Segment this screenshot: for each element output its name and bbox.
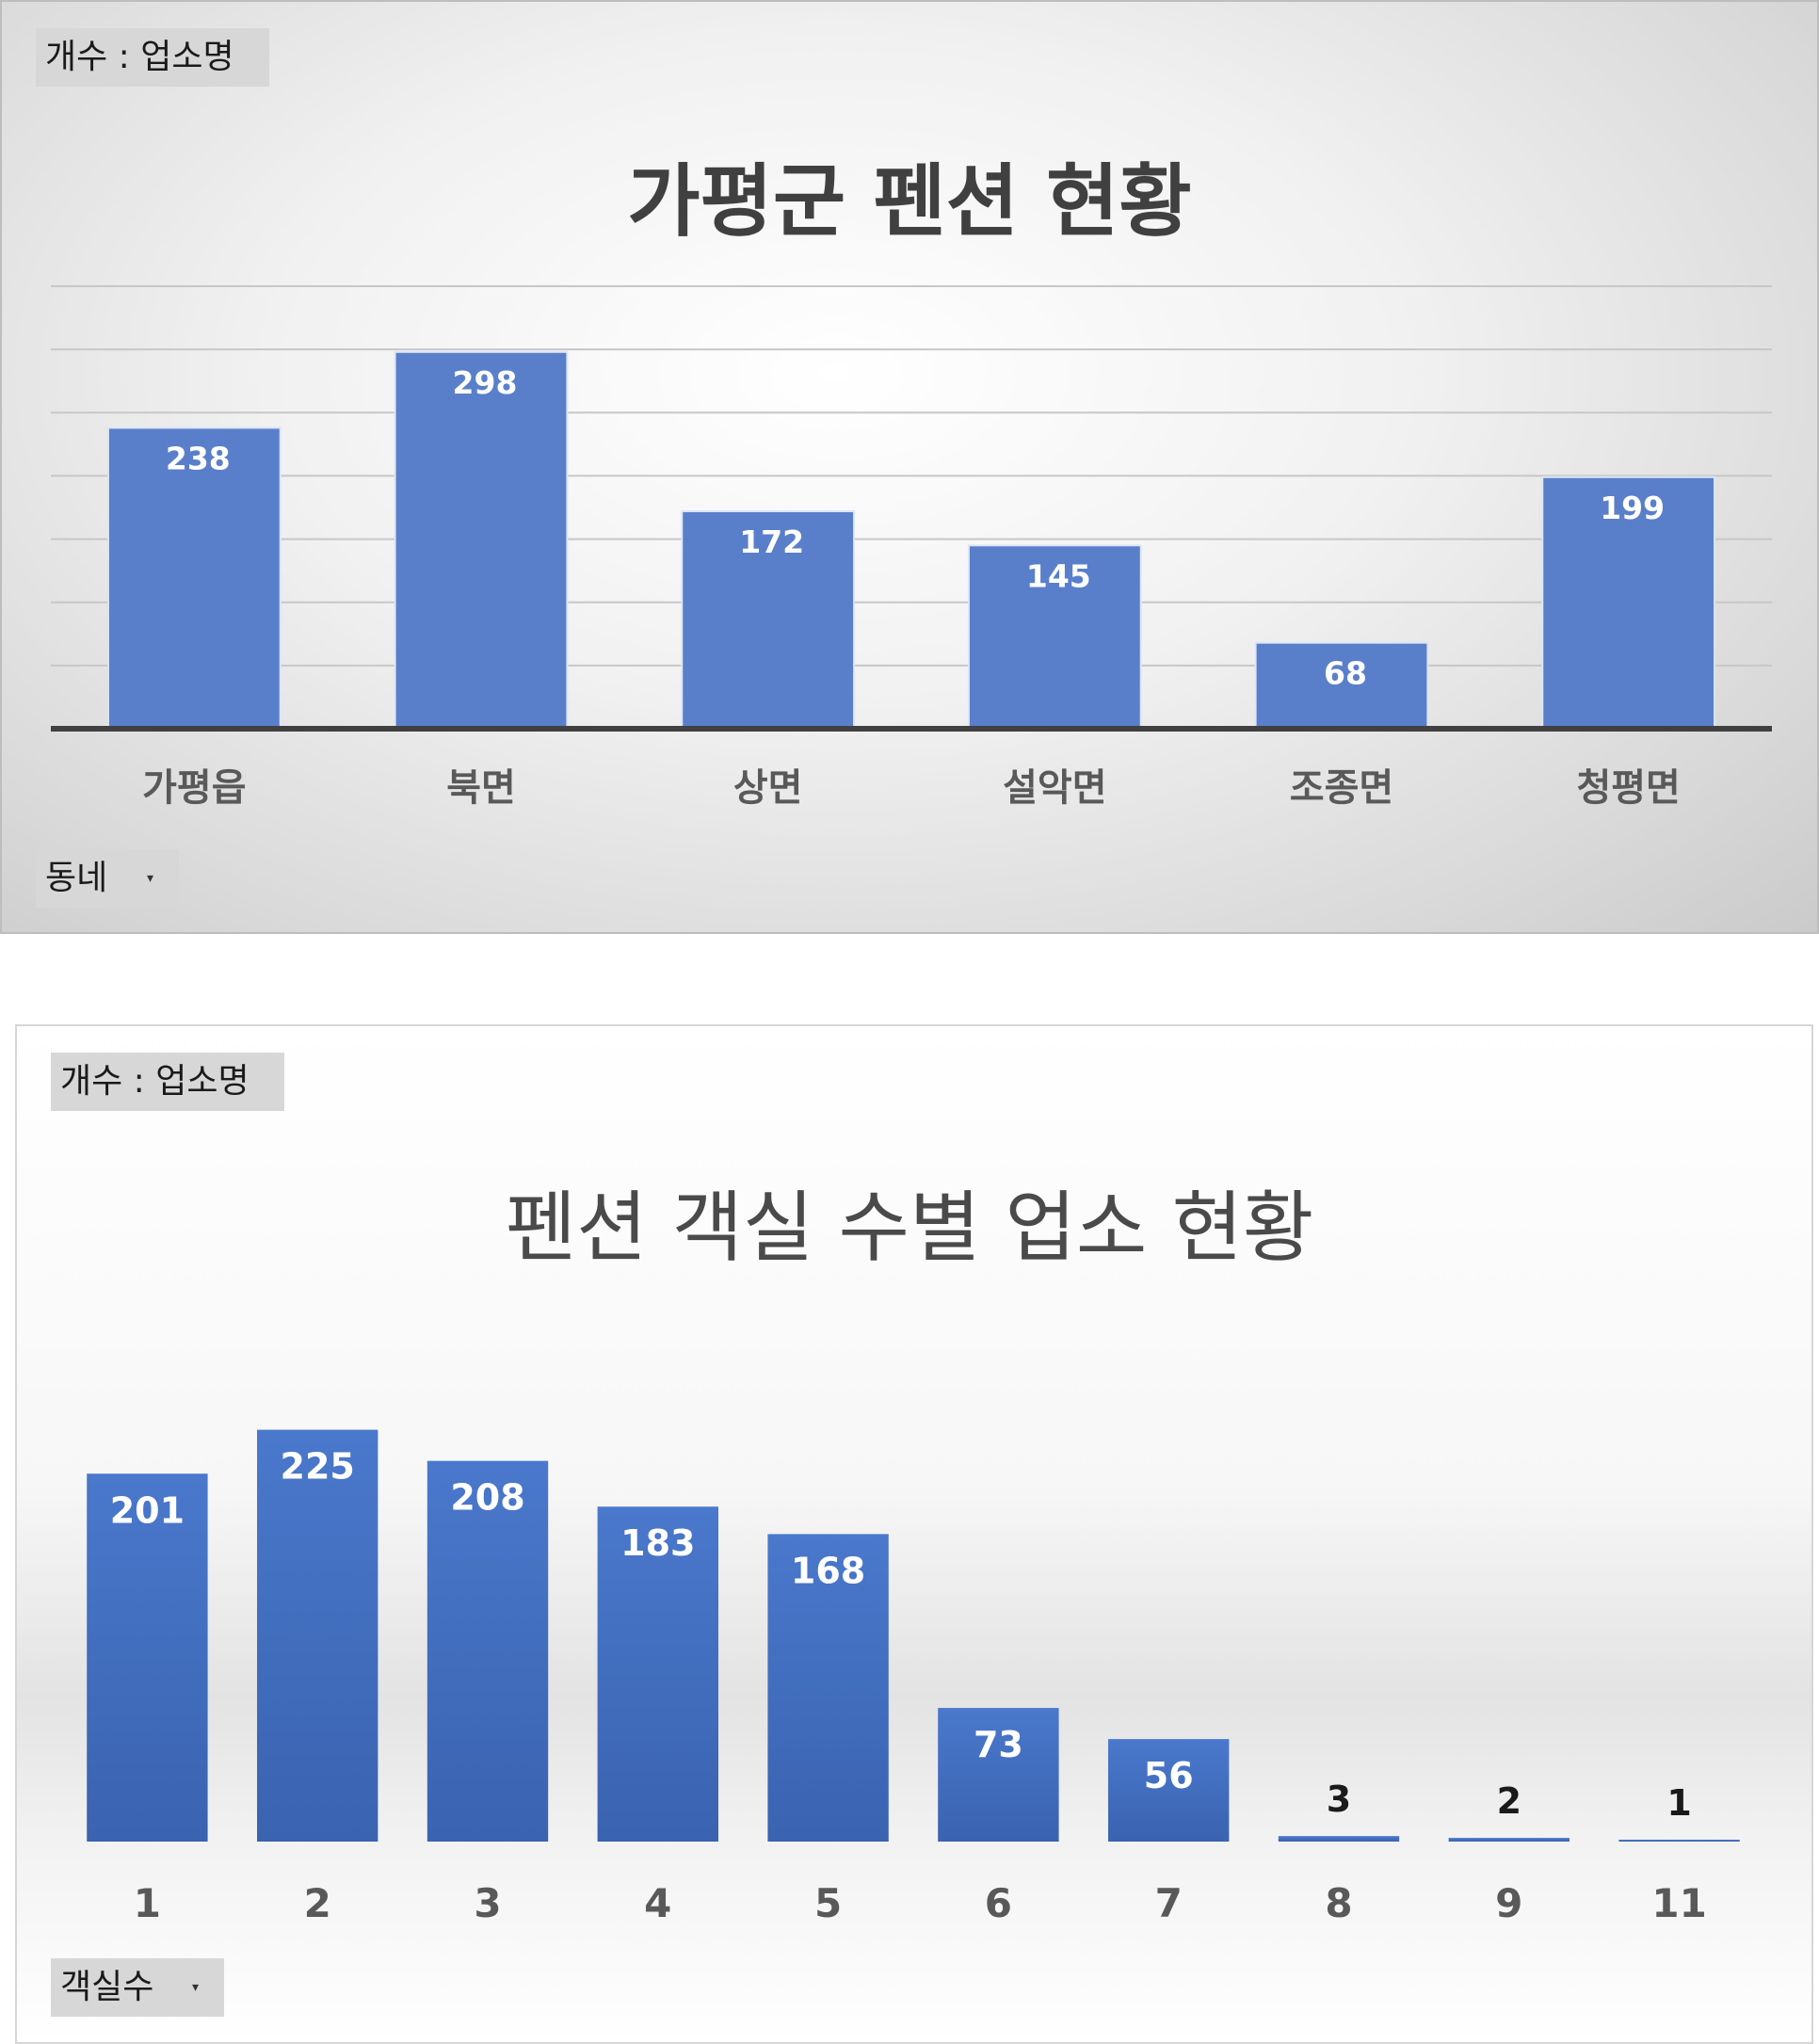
bar [767, 1534, 889, 1842]
category-label: 1 [134, 1880, 161, 1926]
data-label: 172 [739, 523, 804, 560]
data-label: 2 [1497, 1780, 1521, 1822]
bar [1108, 1739, 1230, 1842]
bar [257, 1429, 378, 1842]
data-label: 183 [620, 1522, 695, 1564]
category-label: 조종면 [1290, 766, 1393, 810]
data-label: 225 [281, 1446, 355, 1488]
data-label: 1 [1666, 1782, 1691, 1824]
category-label: 상면 [733, 766, 803, 810]
category-label: 9 [1495, 1880, 1522, 1926]
category-label: 6 [985, 1880, 1012, 1926]
axis-field-button[interactable]: 동네 ▾ [36, 849, 179, 908]
bar [87, 1473, 208, 1842]
bar [106, 427, 282, 730]
category-label: 2 [304, 1880, 331, 1926]
data-label: 68 [1324, 655, 1367, 692]
bar [427, 1460, 549, 1842]
category-label: 7 [1155, 1880, 1183, 1926]
category-label: 11 [1651, 1880, 1706, 1926]
bar [1448, 1838, 1569, 1842]
category-label: 청평면 [1576, 766, 1680, 810]
data-label: 168 [791, 1550, 865, 1591]
data-label: 238 [166, 440, 231, 476]
chart-panel-district: 개수 : 업소명 가평군 펜션 현황 238 가평읍 298 북면 172 상면 145 설악… [0, 0, 1819, 934]
data-label: 201 [110, 1489, 185, 1531]
bar [938, 1708, 1059, 1842]
data-label: 199 [1600, 490, 1665, 526]
dropdown-arrow-icon[interactable]: ▾ [147, 871, 154, 886]
axis-field-label: 동네 [45, 859, 108, 897]
category-label: 북면 [446, 766, 516, 810]
chart-title: 펜션 객실 수별 업소 현황 [505, 1183, 1314, 1273]
category-label: 3 [474, 1880, 501, 1926]
value-field-button[interactable]: 개수 : 업소명 [36, 28, 269, 87]
bar [1254, 641, 1429, 731]
category-label: 설악면 [1003, 766, 1106, 810]
bar [1278, 1836, 1400, 1842]
data-label: 73 [974, 1724, 1023, 1765]
chart-panel-rooms: 개수 : 업소명 201 1 225 2 208 3 183 4 168 5 73 6 56 7 3 8 2 9 1… [15, 1024, 1813, 2044]
category-label: 4 [644, 1880, 671, 1926]
dropdown-arrow-icon[interactable]: ▾ [192, 1980, 200, 1995]
district-bar-chart: 238 가평읍 298 북면 172 상면 145 설악면 68 조종면 199 청평면 [51, 285, 1772, 810]
category-label: 가평읍 [142, 766, 246, 810]
bar [597, 1506, 718, 1842]
bar [1618, 1840, 1740, 1842]
data-label: 208 [450, 1477, 524, 1519]
category-label: 8 [1325, 1880, 1352, 1926]
bar [1541, 475, 1716, 730]
data-label: 145 [1026, 557, 1091, 594]
value-field-button[interactable]: 개수 : 업소명 [51, 1053, 284, 1111]
axis-field-label: 객실수 [60, 1968, 154, 2006]
category-label: 5 [814, 1880, 842, 1926]
data-label: 56 [1144, 1755, 1194, 1796]
axis-field-button[interactable]: 객실수 ▾ [51, 1958, 224, 2017]
data-label: 3 [1327, 1778, 1351, 1820]
chart-title: 가평군 펜션 현황 [627, 155, 1192, 248]
data-label: 298 [453, 364, 518, 401]
bar [394, 350, 569, 730]
